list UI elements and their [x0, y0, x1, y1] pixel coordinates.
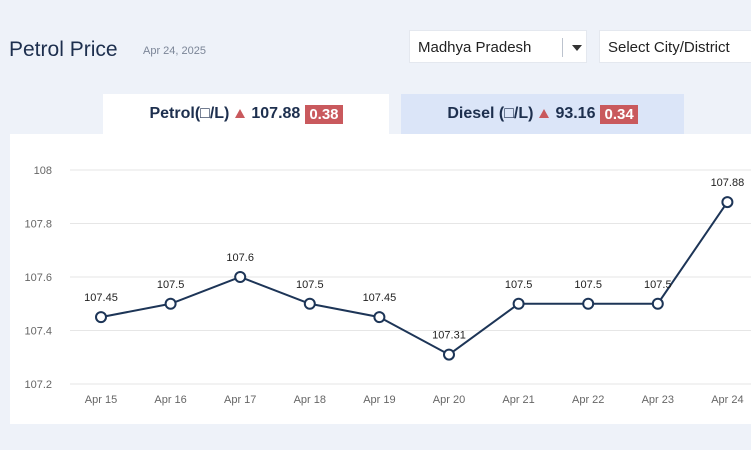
x-tick-label: Apr 18 — [294, 394, 326, 406]
tab-petrol-label: Petrol(□/L) — [149, 105, 230, 122]
y-tick-label: 108 — [34, 165, 52, 177]
data-point — [234, 271, 247, 283]
x-tick-label: Apr 21 — [502, 394, 534, 406]
price-up-icon — [235, 108, 246, 118]
data-label: 107.88 — [711, 177, 745, 189]
data-label: 107.5 — [296, 279, 324, 291]
y-tick-label: 107.2 — [24, 379, 52, 391]
data-label: 107.5 — [574, 279, 602, 291]
data-label: 107.5 — [505, 279, 533, 291]
x-tick-label: Apr 22 — [572, 394, 604, 406]
x-tick-label: Apr 15 — [85, 394, 117, 406]
data-point — [95, 311, 107, 324]
data-point — [443, 348, 455, 361]
x-tick-label: Apr 16 — [154, 394, 186, 406]
city-select[interactable]: Select City/District — [599, 30, 751, 63]
state-select[interactable]: Madhya Pradesh — [409, 30, 587, 63]
price-line-chart: 107.2 107.4 107.6 107.8 108 Apr 15 Apr 16 Apr 1… — [24, 165, 751, 406]
data-label: 107.5 — [157, 279, 185, 291]
data-point — [164, 297, 177, 310]
tab-diesel-price: 93.16 — [555, 105, 596, 122]
data-label: 107.31 — [432, 330, 466, 342]
page-header: Petrol Price Apr 24, 2025 Madhya Pradesh… — [0, 0, 751, 94]
x-tick-label: Apr 23 — [642, 394, 674, 406]
tab-petrol[interactable]: Petrol(□/L) 107.88 0.38 — [103, 94, 389, 134]
data-label: 107.6 — [226, 252, 254, 264]
x-tick-label: Apr 24 — [711, 394, 743, 406]
price-up-icon — [539, 108, 550, 118]
data-point — [373, 311, 386, 324]
x-tick-label: Apr 19 — [363, 394, 395, 406]
x-tick-label: Apr 20 — [433, 394, 465, 406]
tab-petrol-change-badge: 0.38 — [305, 104, 343, 124]
data-point — [582, 297, 595, 310]
tab-diesel[interactable]: Diesel (□/L) 93.16 0.34 — [401, 94, 684, 134]
data-point — [721, 196, 734, 209]
series-line — [100, 201, 729, 356]
data-point — [651, 297, 664, 310]
data-label: 107.45 — [363, 292, 397, 304]
data-label: 107.45 — [84, 292, 118, 304]
y-tick-label: 107.4 — [24, 326, 52, 338]
data-point — [512, 297, 525, 310]
chart-panel: 107.2 107.4 107.6 107.8 108 Apr 15 Apr 16 Apr 1… — [10, 134, 751, 424]
y-tick-label: 107.8 — [24, 219, 52, 231]
data-label: 107.5 — [644, 279, 672, 291]
page-title: Petrol Price — [9, 38, 118, 61]
data-point — [303, 297, 316, 310]
chevron-down-icon[interactable] — [572, 45, 582, 51]
select-separator — [562, 38, 563, 57]
x-tick-label: Apr 17 — [224, 394, 256, 406]
state-select-value: Madhya Pradesh — [418, 39, 532, 56]
tab-petrol-price: 107.88 — [251, 105, 301, 122]
y-tick-label: 107.6 — [24, 272, 52, 284]
city-select-value: Select City/District — [608, 39, 730, 56]
price-date: Apr 24, 2025 — [143, 45, 206, 57]
tab-diesel-change-badge: 0.34 — [600, 104, 638, 124]
tab-diesel-label: Diesel (□/L) — [447, 105, 534, 122]
